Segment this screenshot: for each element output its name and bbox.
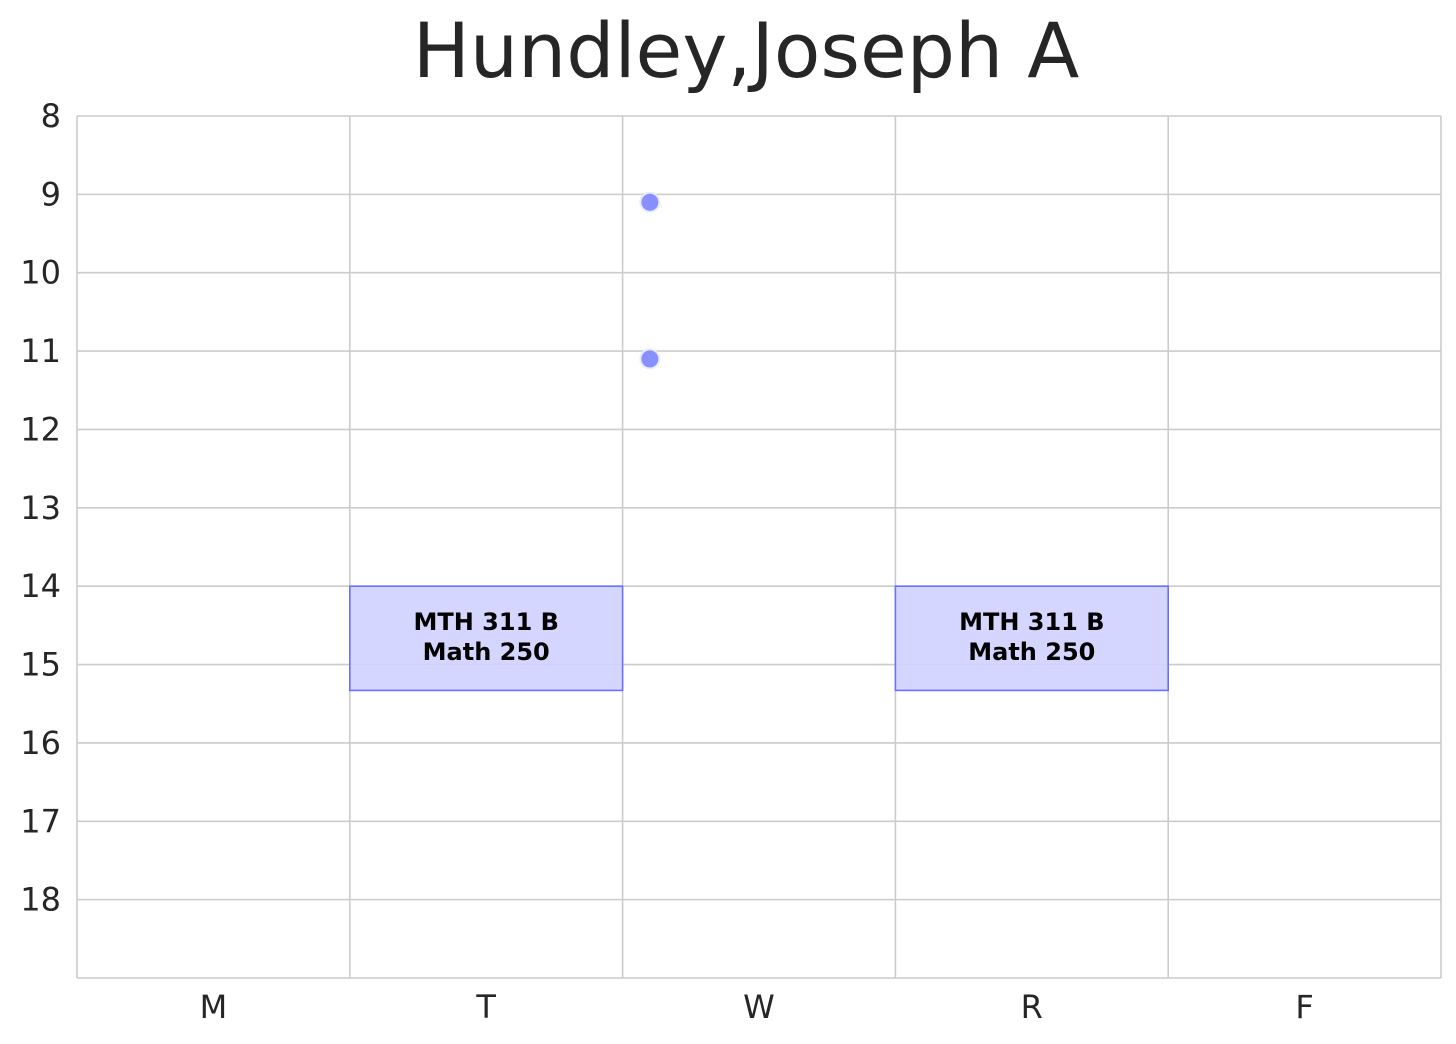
block-label-course: MTH 311 B xyxy=(959,608,1104,636)
y-tick-label: 15 xyxy=(20,646,61,684)
data-point xyxy=(639,191,661,213)
y-axis: 8 9 10 11 12 13 14 15 16 17 18 xyxy=(20,97,61,919)
y-tick-label: 8 xyxy=(41,97,61,135)
block-label-room: Math 250 xyxy=(968,638,1095,666)
points xyxy=(639,191,661,370)
y-tick-label: 11 xyxy=(20,332,61,370)
y-tick-label: 16 xyxy=(20,724,61,762)
x-tick-label: F xyxy=(1295,988,1313,1026)
y-tick-label: 12 xyxy=(20,410,61,448)
y-tick-label: 13 xyxy=(20,489,61,527)
data-point xyxy=(639,348,661,370)
y-tick-label: 10 xyxy=(20,254,61,292)
block-label-course: MTH 311 B xyxy=(413,608,558,636)
x-tick-label: M xyxy=(200,988,228,1026)
y-tick-label: 17 xyxy=(20,802,61,840)
x-tick-label: T xyxy=(475,988,496,1026)
y-tick-label: 14 xyxy=(20,567,61,605)
schedule-block xyxy=(348,585,624,692)
x-tick-label: R xyxy=(1021,988,1043,1026)
chart-title: Hundley,Joseph A xyxy=(413,6,1080,95)
block-label-room: Math 250 xyxy=(423,638,550,666)
schedule-block xyxy=(894,585,1170,692)
x-tick-label: W xyxy=(743,988,775,1026)
grid xyxy=(76,115,1442,979)
y-tick-label: 9 xyxy=(41,175,61,213)
y-tick-label: 18 xyxy=(20,881,61,919)
